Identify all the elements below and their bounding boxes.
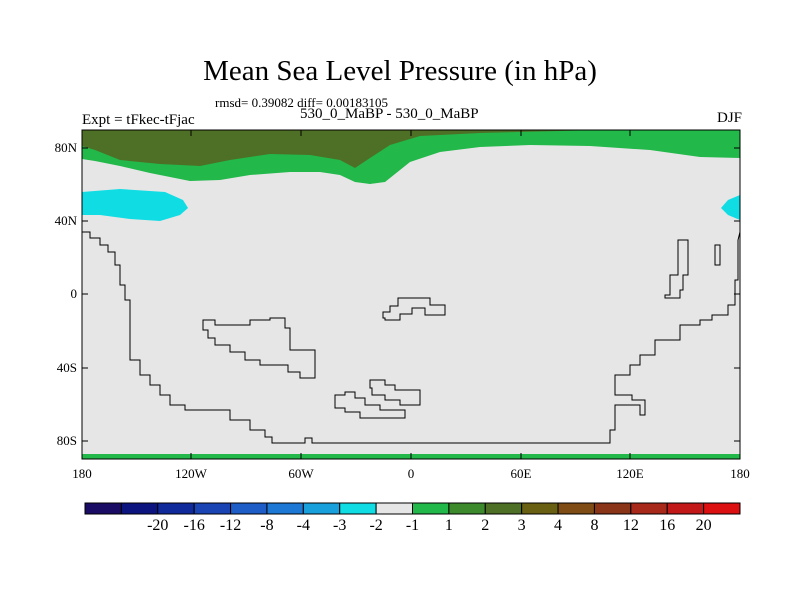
coastline-landmass-b: [382, 297, 446, 321]
colorbar-label: 3: [517, 517, 526, 534]
colorbar-swatch: [666, 502, 705, 515]
colorbar-label: -20: [147, 517, 169, 534]
axis-ticks: [82, 130, 740, 459]
colorbar-label: -1: [405, 517, 420, 534]
experiment-label: Expt = tFkec-tFjac: [82, 112, 195, 128]
coastline-landmass-a: [202, 317, 316, 379]
colorbar-swatch: [266, 502, 304, 515]
cyan-contour-east: [721, 195, 740, 220]
colorbar-label: -12: [219, 517, 242, 534]
colorbar-swatch: [412, 502, 450, 515]
colorbar-label: 16: [659, 517, 676, 534]
colorbar-swatch: [375, 502, 414, 515]
colorbar-swatch: [120, 502, 159, 515]
colorbar-swatch: [484, 502, 523, 515]
coastline-landmass-d: [334, 391, 406, 419]
colorbar-label: 2: [481, 517, 490, 534]
colorbar-swatch: [157, 502, 195, 515]
colorbar-label: 12: [622, 517, 639, 534]
colorbar-swatch: [339, 502, 377, 515]
colorbar-swatch: [703, 502, 741, 515]
colorbar-label: 8: [590, 517, 599, 534]
colorbar-label: -3: [333, 517, 347, 534]
colorbar-swatch: [557, 502, 595, 515]
colorbar-swatch: [230, 502, 268, 515]
colorbar-swatch: [630, 502, 668, 515]
season-label: DJF: [716, 110, 742, 126]
map-background: [82, 130, 740, 459]
lat-tick-label: 0: [70, 286, 78, 301]
lat-tick-label: 80N: [54, 140, 77, 155]
colorbar: [84, 502, 741, 515]
period-label: 530_0_MaBP - 530_0_MaBP: [300, 106, 479, 122]
lon-tick-label: 180: [72, 466, 92, 481]
darkgreen-contour-north: [82, 130, 600, 168]
coastline-landmass-c: [369, 379, 421, 406]
colorbar-swatch: [84, 502, 122, 515]
lat-tick-label: 80S: [56, 433, 77, 448]
coastline-americas: [82, 231, 741, 444]
colorbar-label: 4: [554, 517, 563, 534]
cyan-contour-west: [82, 189, 188, 221]
lon-tick-label: 60W: [288, 466, 314, 481]
lon-tick-label: 120W: [175, 466, 207, 481]
lon-tick-label: 60E: [510, 466, 532, 481]
colorbar-label: 20: [695, 517, 712, 534]
coastline-east-island: [714, 244, 721, 266]
colorbar-swatch: [448, 502, 486, 515]
lon-tick-label: 120E: [616, 466, 644, 481]
colorbar-swatch: [593, 502, 632, 515]
colorbar-label: -16: [183, 517, 205, 534]
colorbar-label: -8: [260, 517, 274, 534]
lat-tick-label: 40N: [54, 213, 77, 228]
colorbar-label: 1: [444, 517, 453, 534]
colorbar-label: -2: [369, 517, 383, 534]
colorbar-swatch: [193, 502, 232, 515]
lon-tick-label: 180: [730, 466, 750, 481]
plot-title: Mean Sea Level Pressure (in hPa): [203, 55, 597, 87]
colorbar-label: -4: [296, 517, 310, 534]
coastlines: [82, 231, 741, 444]
lon-tick-label: 0: [407, 466, 415, 481]
colorbar-swatch: [302, 502, 341, 515]
stats-label: rmsd= 0.39082 diff= 0.00183105: [215, 95, 388, 110]
coastline-east-outline: [664, 239, 689, 299]
lat-tick-label: 40S: [56, 360, 77, 375]
colorbar-swatch: [521, 502, 559, 515]
